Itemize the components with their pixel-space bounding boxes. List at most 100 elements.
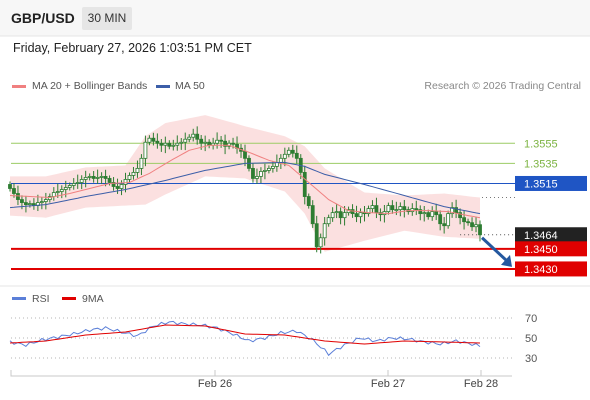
candle-body <box>187 136 192 140</box>
x-axis-frame <box>10 370 512 377</box>
rsi-tick-label: 70 <box>525 313 537 325</box>
candle <box>16 185 20 205</box>
candle <box>342 205 347 226</box>
candle <box>330 207 335 222</box>
candle <box>203 135 208 152</box>
ma50-legend-label: MA 50 <box>175 80 205 92</box>
candle-body <box>243 150 247 159</box>
candle-body <box>414 208 419 211</box>
candle-body <box>139 157 144 169</box>
candle-body <box>151 137 156 142</box>
candle <box>111 177 116 191</box>
candle-body <box>195 133 200 140</box>
candle <box>422 205 427 222</box>
candle <box>326 214 331 227</box>
candle-body <box>119 184 124 189</box>
candle <box>358 208 363 224</box>
candle <box>286 147 291 158</box>
ma9-legend-swatch <box>62 297 76 300</box>
candle <box>314 215 319 253</box>
candle <box>39 197 44 210</box>
candle <box>131 166 136 180</box>
candle-body <box>259 171 263 177</box>
candle <box>147 135 152 146</box>
candle-body <box>175 142 180 146</box>
candle-body <box>123 179 128 185</box>
candle <box>334 203 339 219</box>
candle <box>59 185 64 199</box>
candle-body <box>430 211 435 218</box>
candle-body <box>215 139 220 144</box>
ma20-legend-swatch <box>12 85 26 88</box>
candle-body <box>326 217 331 225</box>
candle-body <box>306 196 311 206</box>
candle <box>155 133 160 149</box>
candle-body <box>302 172 307 197</box>
candle <box>135 160 140 178</box>
candle <box>171 139 176 151</box>
candle <box>438 210 443 231</box>
candle-body <box>278 157 283 163</box>
candle <box>95 169 100 184</box>
support-level-label: 1.3450 <box>524 244 558 256</box>
candle-body <box>171 144 176 147</box>
candle-body <box>183 138 188 143</box>
candle-body <box>478 224 482 236</box>
candle-body <box>282 153 287 159</box>
pivot-level-label: 1.3515 <box>524 178 558 190</box>
candle <box>127 172 132 183</box>
candle <box>474 216 478 233</box>
candle <box>282 147 287 167</box>
candle <box>47 193 52 203</box>
rsi-legend-swatch <box>12 297 26 300</box>
candle <box>318 233 323 254</box>
candle-body <box>71 183 76 186</box>
candle-body <box>462 217 466 223</box>
candle <box>167 140 172 150</box>
interval-badge[interactable]: 30 MIN <box>82 7 132 30</box>
candle-body <box>8 184 12 189</box>
resistance-level-label: 1.3535 <box>524 158 558 170</box>
candle <box>266 165 271 174</box>
candle-body <box>426 212 431 218</box>
candle <box>71 178 76 190</box>
candle-body <box>59 189 64 192</box>
candle-body <box>474 224 478 228</box>
candle-body <box>39 201 44 203</box>
candle <box>103 169 108 187</box>
candle-body <box>219 139 224 142</box>
candle-body <box>103 176 108 179</box>
candle <box>87 173 92 181</box>
candle-body <box>75 182 80 184</box>
candle-body <box>83 177 88 180</box>
candle-body <box>286 149 291 155</box>
candle <box>259 167 263 184</box>
candle <box>255 168 259 184</box>
candle-body <box>223 140 227 147</box>
x-tick-label: Feb 27 <box>371 378 405 390</box>
candle-body <box>442 223 447 227</box>
candle-body <box>159 142 164 146</box>
candle <box>187 134 192 143</box>
candle <box>386 202 391 215</box>
candle <box>290 144 295 158</box>
candle-body <box>394 209 399 212</box>
candle-body <box>251 167 255 179</box>
candle-body <box>255 176 259 179</box>
candle <box>183 132 188 151</box>
chart-datetime: Friday, February 27, 2026 1:03:51 PM CET <box>13 41 252 55</box>
candle <box>215 132 220 149</box>
candle-body <box>263 170 267 172</box>
symbol-title: GBP/USD <box>11 10 75 26</box>
support-level-box <box>515 241 587 257</box>
candle <box>446 210 451 229</box>
candle-body <box>338 211 343 219</box>
candle-body <box>314 223 319 248</box>
candle-body <box>266 167 271 171</box>
candle-body <box>87 176 92 178</box>
candle-body <box>55 191 60 193</box>
candle <box>450 202 455 218</box>
candle-body <box>67 185 72 188</box>
candle <box>338 207 343 225</box>
